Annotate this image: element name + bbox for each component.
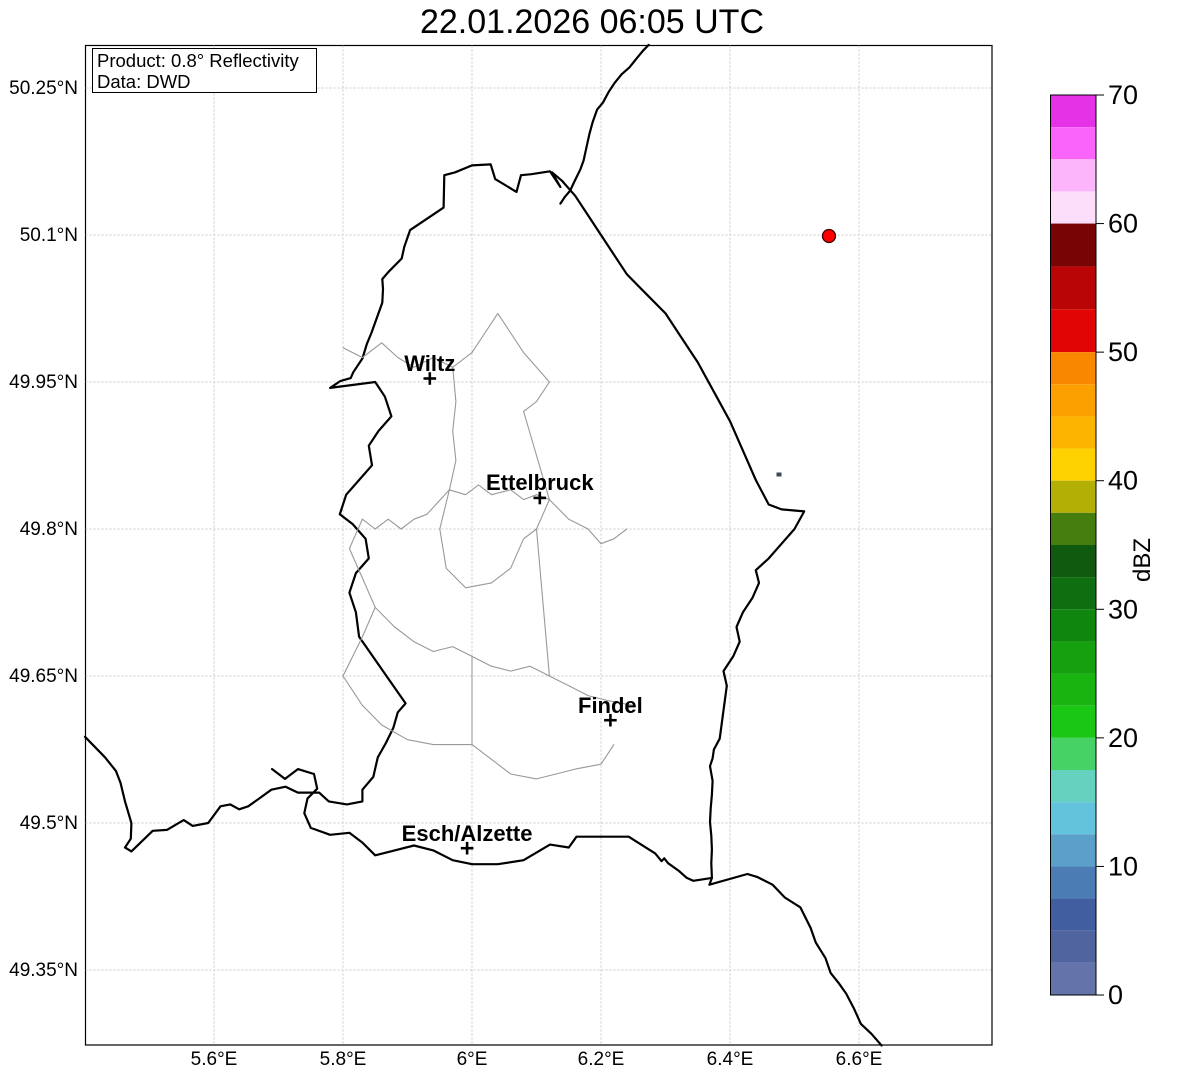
- svg-text:Ettelbruck: Ettelbruck: [486, 470, 594, 495]
- svg-text:30: 30: [1108, 594, 1138, 624]
- svg-text:20: 20: [1108, 723, 1138, 753]
- svg-text:49.8°N: 49.8°N: [20, 519, 78, 540]
- svg-text:49.95°N: 49.95°N: [9, 372, 78, 393]
- svg-text:6.6°E: 6.6°E: [836, 1049, 883, 1070]
- svg-text:Product: 0.8° Reflectivity: Product: 0.8° Reflectivity: [97, 50, 299, 71]
- svg-text:6°E: 6°E: [457, 1049, 488, 1070]
- svg-text:5.8°E: 5.8°E: [320, 1049, 367, 1070]
- svg-text:49.35°N: 49.35°N: [9, 960, 78, 981]
- svg-text:50.25°N: 50.25°N: [9, 78, 78, 99]
- svg-text:5.6°E: 5.6°E: [191, 1049, 238, 1070]
- svg-text:50.1°N: 50.1°N: [20, 225, 78, 246]
- svg-text:70: 70: [1108, 80, 1138, 110]
- svg-text:Data: DWD: Data: DWD: [97, 71, 191, 92]
- svg-text:6.4°E: 6.4°E: [707, 1049, 754, 1070]
- svg-text:40: 40: [1108, 466, 1138, 496]
- svg-text:0: 0: [1108, 980, 1123, 1010]
- svg-text:22.01.2026 06:05 UTC: 22.01.2026 06:05 UTC: [420, 3, 764, 41]
- svg-text:10: 10: [1108, 851, 1138, 881]
- svg-text:49.65°N: 49.65°N: [9, 666, 78, 687]
- svg-text:dBZ: dBZ: [1129, 538, 1156, 582]
- svg-text:60: 60: [1108, 209, 1138, 239]
- svg-text:49.5°N: 49.5°N: [20, 813, 78, 834]
- svg-text:50: 50: [1108, 337, 1138, 367]
- svg-text:6.2°E: 6.2°E: [578, 1049, 625, 1070]
